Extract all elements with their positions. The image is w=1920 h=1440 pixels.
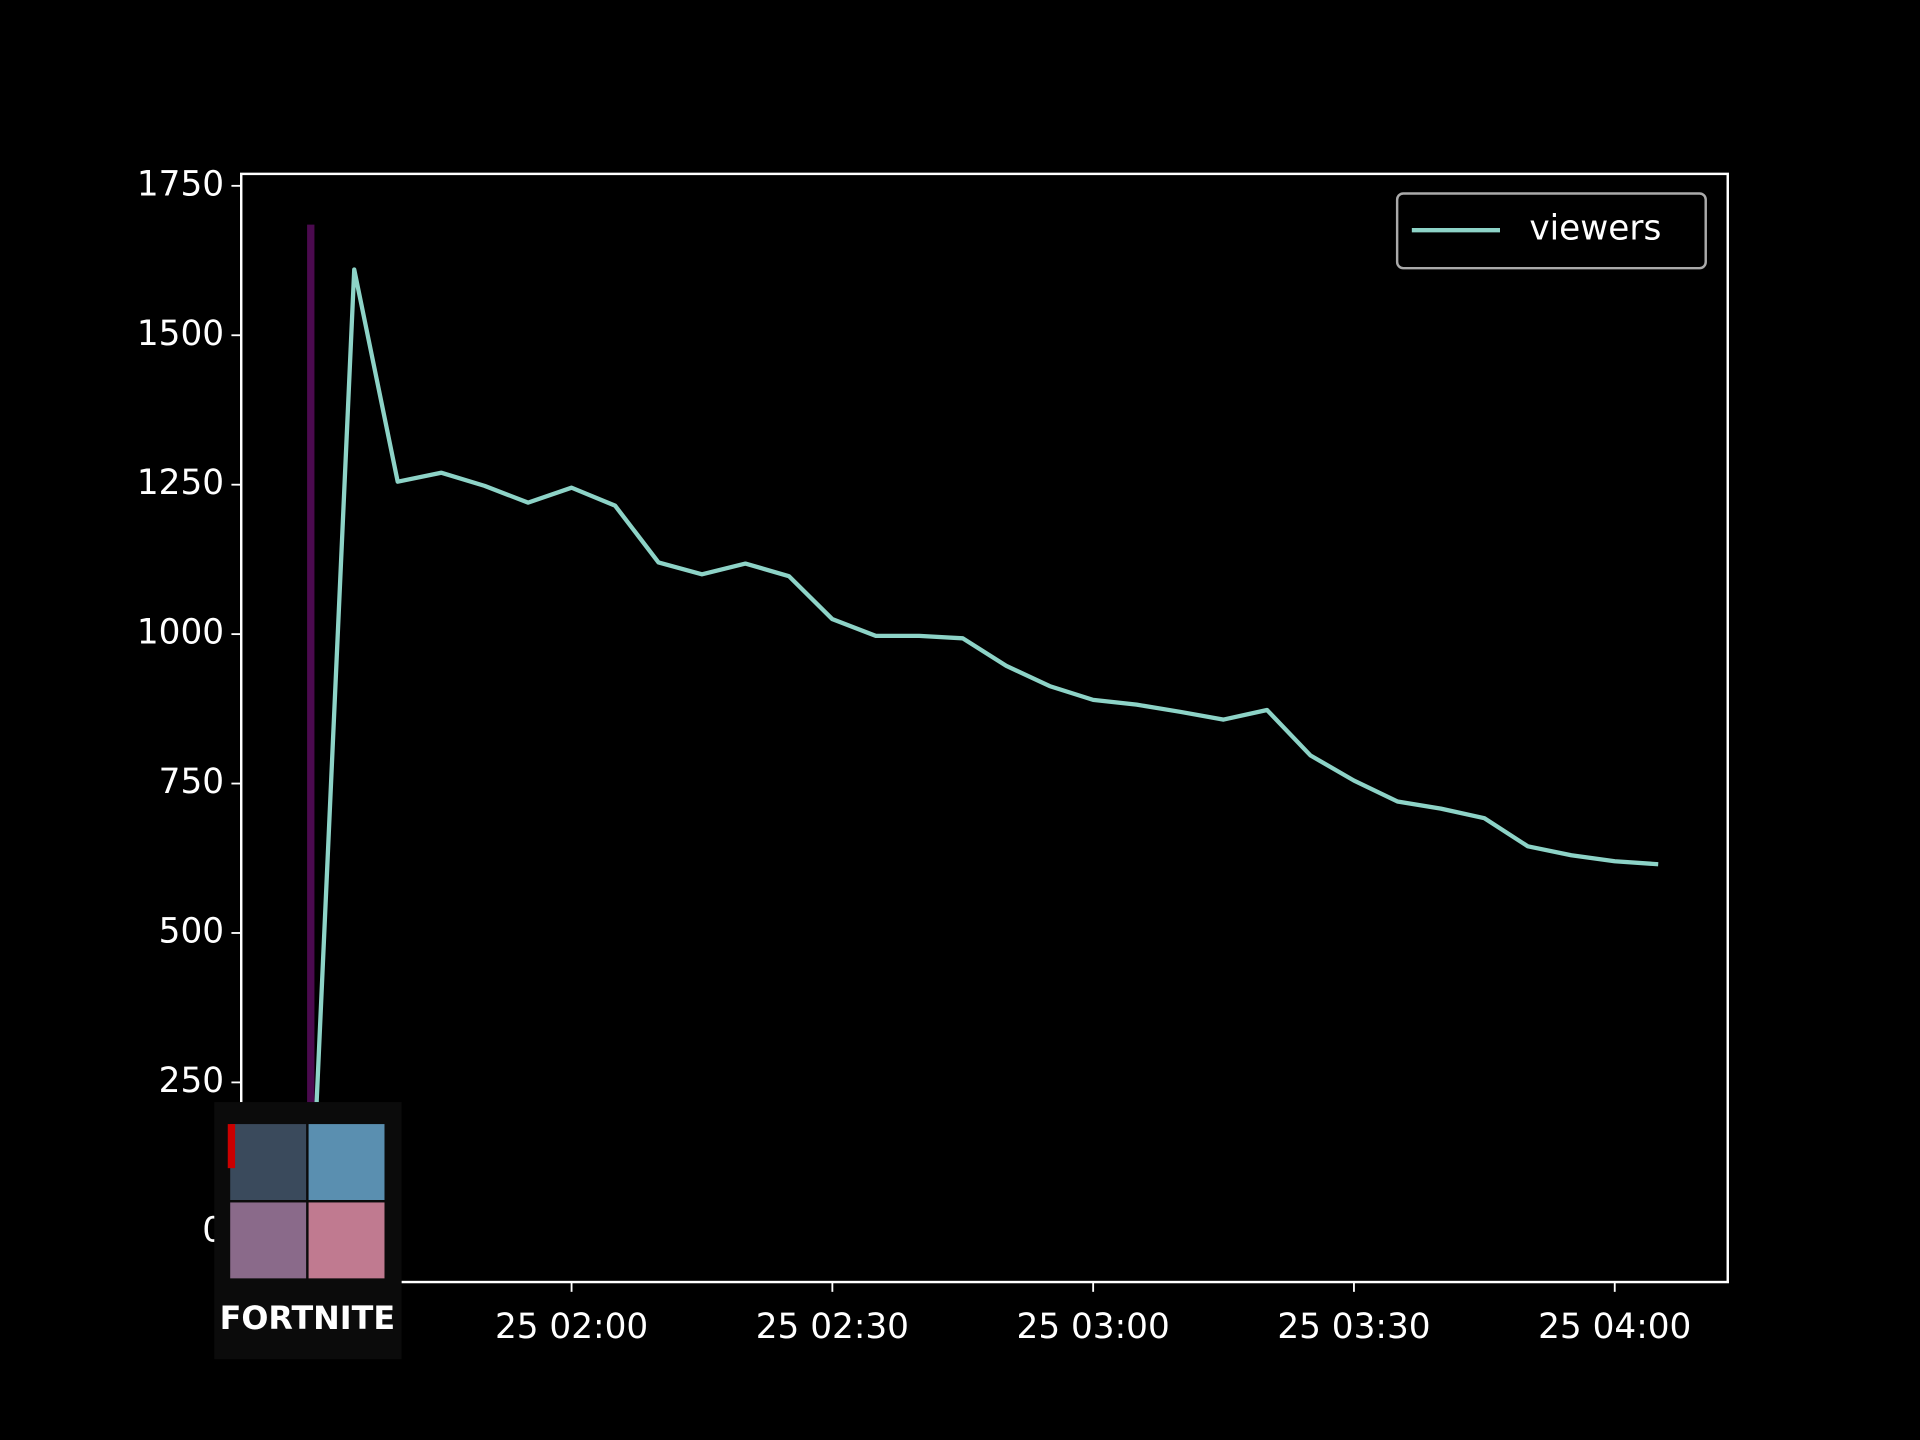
x-tick-label: 25 02:30 [756,1307,909,1347]
y-tick-label: 250 [159,1061,224,1101]
plot-frame [240,172,1729,1284]
x-tick-label: 25 02:00 [495,1307,648,1347]
y-tick-label: 1000 [137,613,224,653]
legend-box [1395,192,1707,270]
x-tick-label: 25 03:30 [1277,1307,1430,1347]
thumbnail-tile [308,1202,385,1279]
legend-label: viewers [1529,209,1661,249]
thumbnail-accent [227,1124,236,1169]
thumbnail-tile [230,1124,307,1200]
thumbnail-label: FORTNITE [220,1299,396,1337]
x-tick-label: 25 03:00 [1017,1307,1170,1347]
game-thumbnail: FORTNITE [214,1102,402,1360]
y-tick-label: 750 [159,762,224,802]
y-tick-label: 1250 [137,463,224,503]
x-tick-label: 25 04:00 [1538,1307,1691,1347]
thumbnail-tile [230,1202,307,1279]
thumbnail-tile [308,1124,385,1200]
y-tick-label: 1750 [137,164,224,204]
y-tick-label: 1500 [137,314,224,354]
y-tick-label: 500 [159,911,224,951]
series-line [308,267,1659,1232]
